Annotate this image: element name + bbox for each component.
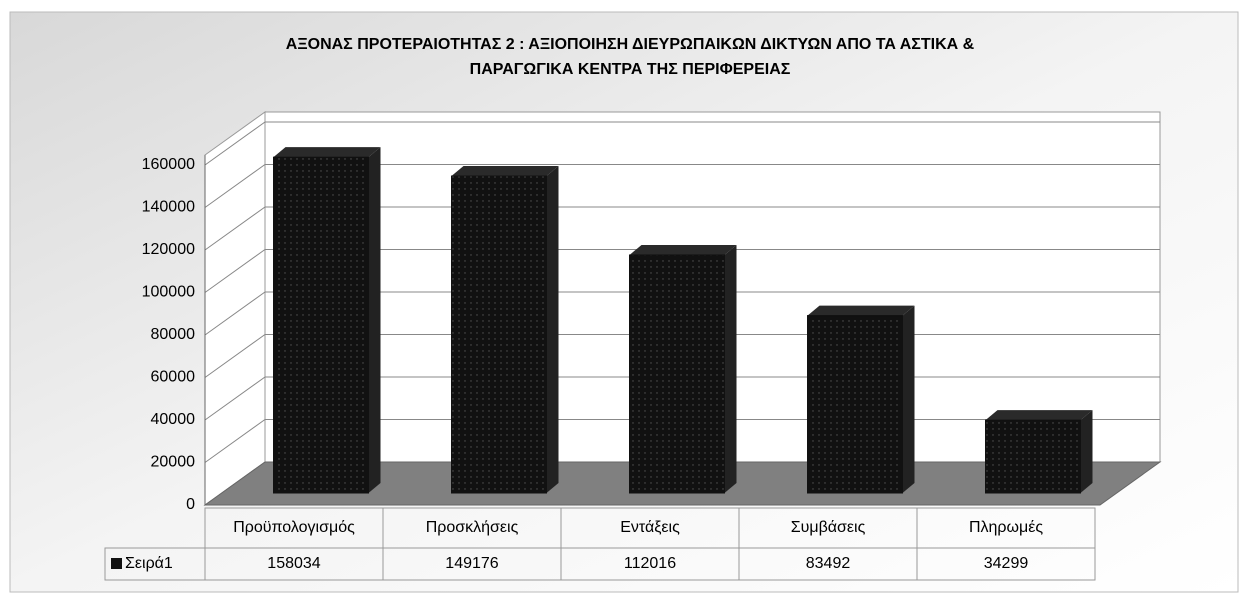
bar: [451, 175, 547, 494]
y-tick-label: 100000: [142, 284, 195, 301]
y-tick-label: 40000: [151, 411, 196, 428]
bar: [807, 315, 903, 494]
chart-title: ΠΑΡΑΓΩΓΙΚΑ ΚΕΝΤΡΑ ΤΗΣ ΠΕΡΙΦΕΡΕΙΑΣ: [470, 61, 791, 78]
table-value: 112016: [624, 555, 676, 572]
y-tick-label: 0: [186, 496, 195, 513]
y-tick-label: 160000: [142, 156, 195, 173]
grid-line: [204, 121, 1160, 166]
grid-line: [204, 164, 1160, 208]
x-tick-label: Προϋπολογισμός: [233, 519, 355, 536]
bar: [629, 254, 725, 494]
bar-top: [985, 410, 1093, 421]
bar-side: [1080, 410, 1093, 493]
grid-line: [204, 206, 1160, 251]
bar: [985, 419, 1081, 494]
bar-side: [546, 166, 559, 493]
y-tick-label: 120000: [142, 241, 195, 258]
bar-side: [902, 305, 915, 493]
x-tick-label: Εντάξεις: [620, 519, 680, 536]
table-value: 83492: [806, 555, 851, 572]
y-tick-label: 80000: [151, 326, 196, 343]
bar-side: [724, 244, 737, 493]
table-value: 158034: [267, 555, 320, 572]
grid-line: [204, 249, 1160, 293]
bar-top: [629, 244, 737, 255]
x-tick-label: Συμβάσεις: [791, 519, 866, 536]
y-tick-label: 60000: [151, 369, 196, 386]
chart-title: ΑΞΟΝΑΣ ΠΡΟΤΕΡΑΙΟΤΗΤΑΣ 2 : ΑΞΙΟΠΟΙΗΣΗ ΔΙΕ…: [286, 36, 975, 53]
bar-top: [273, 147, 381, 158]
y-tick-label: 20000: [151, 454, 196, 471]
table-value: 149176: [445, 555, 498, 572]
y-tick-label: 140000: [142, 199, 195, 216]
bar-side: [368, 147, 381, 494]
legend-key: [111, 558, 122, 569]
x-tick-label: Προσκλήσεις: [426, 519, 519, 536]
bar-top: [807, 305, 915, 316]
table-row-bg: [104, 547, 1096, 581]
bar: [273, 156, 369, 494]
table-value: 34299: [984, 555, 1029, 572]
legend-label: Σειρά1: [125, 555, 173, 572]
bar-top: [451, 166, 559, 177]
grid-line: [204, 291, 1160, 336]
x-tick-label: Πληρωμές: [969, 519, 1043, 536]
